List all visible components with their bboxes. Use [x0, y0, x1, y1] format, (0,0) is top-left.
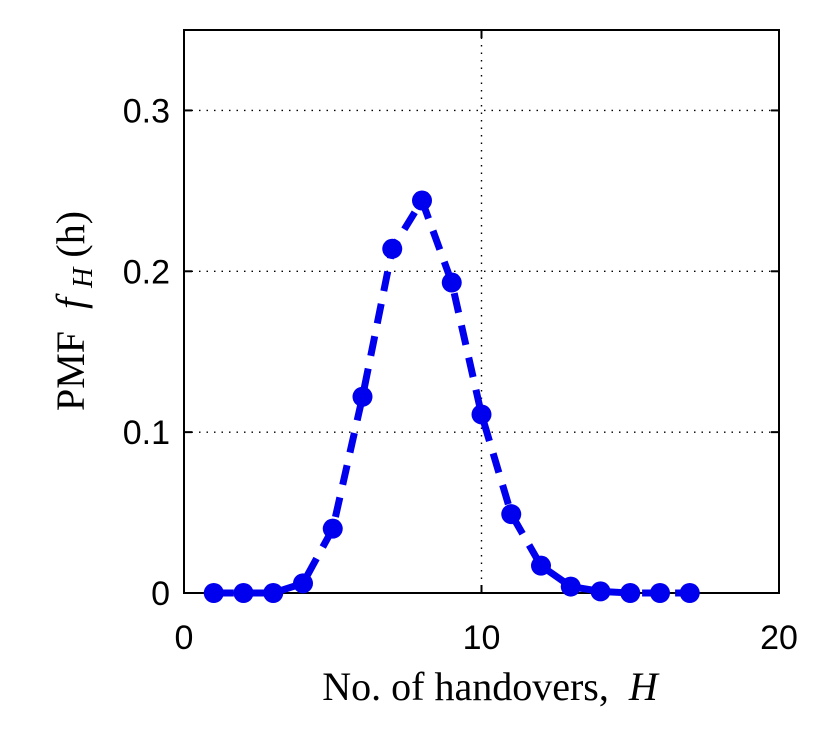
- x-axis-label: No. of handovers, H: [322, 664, 660, 709]
- series-line: [213, 197, 690, 597]
- data-point: [412, 190, 432, 211]
- svg-text:PMF f H (h): PMF f H (h): [48, 211, 101, 411]
- y-axis-label-prefix: PMF: [48, 331, 93, 411]
- data-point: [352, 386, 373, 407]
- data-point: [263, 583, 284, 603]
- data-point: [620, 583, 641, 603]
- data-point: [293, 573, 313, 594]
- y-axis-label-func: f: [48, 293, 93, 309]
- data-point: [322, 518, 343, 539]
- data-point: [590, 581, 611, 602]
- data-point: [679, 583, 700, 603]
- data-point: [441, 272, 462, 293]
- data-point: [233, 583, 254, 603]
- x-tick-label: 20: [760, 619, 798, 657]
- x-axis-label-symbol: H: [628, 664, 660, 709]
- data-point: [501, 504, 522, 525]
- axis-ticks: 0 10 20 0 0.1 0.2 0.3: [123, 30, 798, 657]
- y-tick-label: 0: [151, 575, 170, 613]
- plot-area-frame: [183, 29, 780, 594]
- y-axis-label-arg: (h): [48, 211, 93, 258]
- data-point: [531, 555, 551, 576]
- y-tick-label: 0.3: [123, 92, 170, 130]
- data-series: [203, 190, 700, 603]
- data-point: [382, 238, 403, 259]
- x-tick-label: 0: [175, 619, 194, 657]
- y-tick-label: 0.2: [123, 253, 170, 291]
- y-tick-label: 0.1: [123, 414, 170, 452]
- x-axis-label-text: No. of handovers,: [322, 664, 609, 709]
- y-axis-label-sub: H: [68, 266, 99, 289]
- y-axis-label: PMF f H (h): [48, 211, 101, 411]
- x-tick-label: 10: [463, 619, 501, 657]
- grid-lines: [184, 30, 779, 593]
- data-point: [650, 583, 670, 603]
- data-point: [203, 583, 224, 603]
- data-point: [560, 576, 581, 597]
- data-point: [471, 404, 492, 425]
